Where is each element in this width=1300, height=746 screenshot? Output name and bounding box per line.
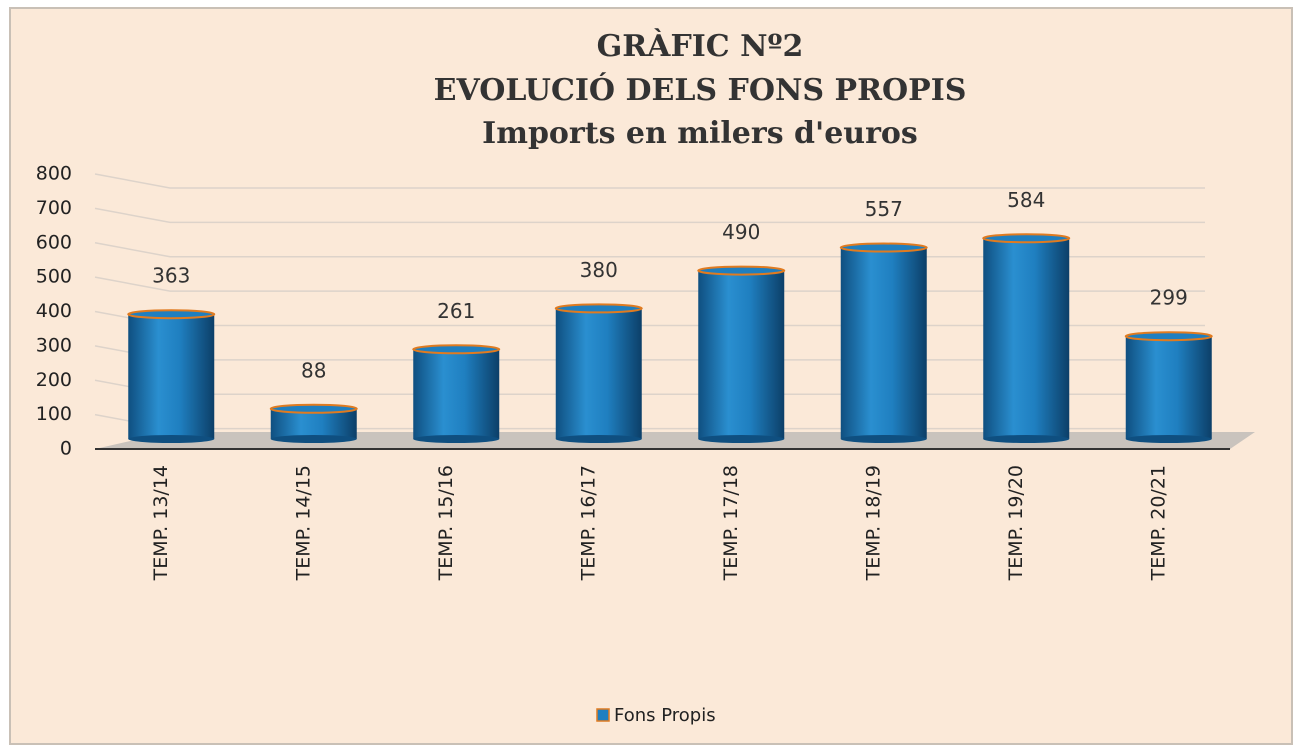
bar <box>840 247 927 439</box>
y-tick-label: 800 <box>36 163 72 185</box>
bar-top <box>697 265 786 276</box>
bar-base <box>698 435 785 443</box>
y-tick-label: 300 <box>36 334 72 356</box>
bar-top <box>127 309 216 320</box>
value-label: 299 <box>1150 286 1188 310</box>
bar-base <box>413 435 500 443</box>
value-label: 363 <box>152 264 190 288</box>
value-label: 584 <box>1007 188 1045 212</box>
value-label: 490 <box>722 220 760 244</box>
x-tick-label: TEMP. 14/15 <box>292 465 314 581</box>
y-tick-label: 400 <box>36 300 72 322</box>
bar-top <box>1124 331 1213 342</box>
grid-line <box>94 173 1205 189</box>
y-tick-label: 500 <box>36 266 72 288</box>
bar-base <box>840 435 927 443</box>
x-tick-label: TEMP. 17/18 <box>720 465 742 581</box>
x-tick-label: TEMP. 13/14 <box>150 465 172 581</box>
grid-line <box>94 207 1205 224</box>
chart-title: GRÀFIC Nº2 <box>597 28 804 64</box>
bar-base <box>1125 435 1212 443</box>
bar <box>1125 336 1212 439</box>
chart-background <box>9 7 1293 745</box>
x-tick-label: TEMP. 19/20 <box>1005 465 1027 581</box>
x-tick-label: TEMP. 20/21 <box>1147 465 1169 581</box>
y-tick-label: 0 <box>60 438 72 460</box>
bar-base <box>555 435 642 443</box>
chart-subtitle: Imports en milers d'euros <box>482 116 918 151</box>
bar-base <box>270 435 357 443</box>
bar <box>983 238 1070 439</box>
bar-top <box>982 233 1071 244</box>
bar-top <box>839 242 928 253</box>
value-label: 557 <box>865 197 903 221</box>
bar <box>128 314 215 439</box>
value-label: 380 <box>580 258 618 282</box>
bar <box>698 270 785 439</box>
y-tick-label: 600 <box>36 231 72 253</box>
bar-base <box>983 435 1070 443</box>
bar-base <box>128 435 215 443</box>
bar <box>555 308 642 439</box>
y-tick-label: 200 <box>36 369 72 391</box>
x-tick-label: TEMP. 15/16 <box>435 465 457 581</box>
x-tick-label: TEMP. 16/17 <box>577 465 599 581</box>
value-label: 261 <box>437 299 475 323</box>
y-tick-label: 100 <box>36 403 72 425</box>
value-label: 88 <box>301 358 326 382</box>
bar-top <box>412 344 501 355</box>
bar-top <box>554 303 643 314</box>
bar <box>413 349 500 439</box>
legend-label: Fons Propis <box>614 705 716 726</box>
floor <box>95 432 1255 449</box>
legend-swatch <box>596 708 610 722</box>
y-tick-label: 700 <box>36 197 72 219</box>
bar-top <box>269 403 358 414</box>
chart-title: EVOLUCIÓ DELS FONS PROPIS <box>434 72 967 108</box>
x-tick-label: TEMP. 18/19 <box>862 465 884 581</box>
bar <box>270 408 357 439</box>
